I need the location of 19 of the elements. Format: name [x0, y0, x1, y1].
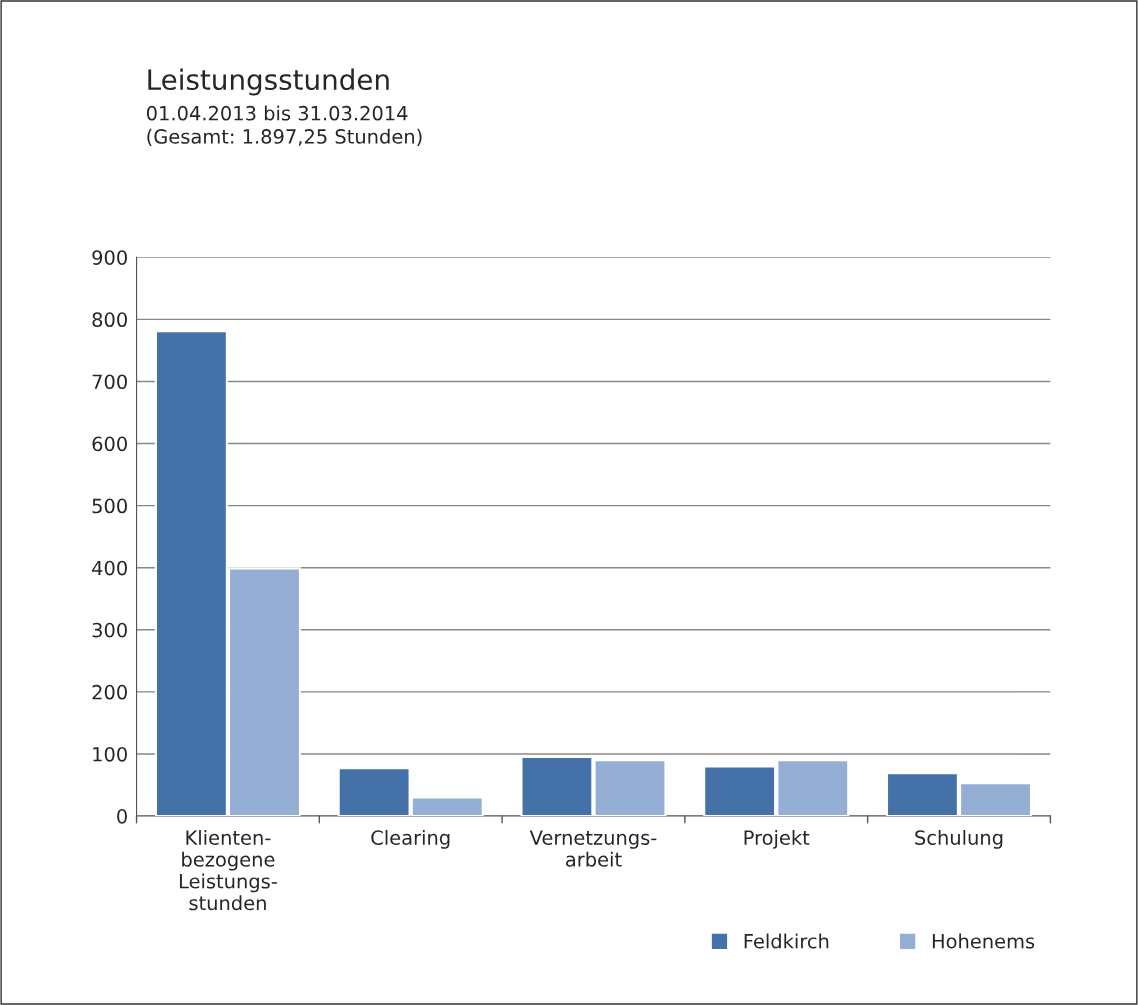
y-tick-label: 900	[92, 250, 127, 265]
y-tick-label: 200	[92, 684, 127, 700]
x-tick-label: Schulung	[915, 829, 1003, 849]
x-tick-label: Vernetzungs- arbeit	[529, 830, 657, 867]
y-tick-label: 700	[92, 374, 127, 390]
y-tick-label: 400	[92, 560, 127, 576]
y-tick-label: 500	[92, 498, 127, 514]
legend-label: Hohenems	[932, 933, 1035, 949]
y-tick-label: 800	[92, 312, 127, 328]
y-tick-label: 300	[92, 622, 127, 638]
chart-title: Leistungsstunden	[148, 68, 389, 96]
y-tick-label: 100	[93, 746, 127, 762]
x-tick-label: Klienten- bezogene Leistungs- stunden	[179, 829, 277, 911]
x-tick-label: Projekt	[744, 829, 810, 849]
x-tick-label: Clearing	[371, 829, 450, 849]
y-tick-label: 600	[92, 436, 127, 452]
legend-label: Feldkirch	[744, 933, 829, 949]
y-tick-label: 0	[117, 809, 127, 824]
chart-subtitle: 01.04.2013 bis 31.03.2014 (Gesamt: 1.897,25 Stunden)	[146, 105, 422, 147]
